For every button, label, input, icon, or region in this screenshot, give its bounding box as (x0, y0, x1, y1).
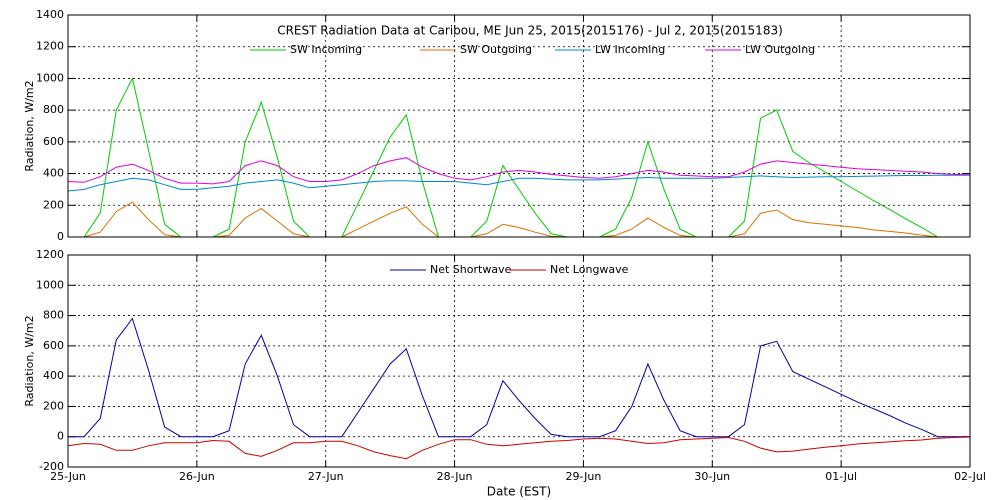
x-tick-label: 02-Jul (954, 470, 986, 483)
legend-label: LW Outgoing (745, 43, 815, 56)
data-line (68, 76, 970, 238)
y-axis-label: Radiation, W/m2 (23, 315, 36, 406)
plot-frame (67, 254, 971, 468)
x-tick-label: 25-Jun (50, 470, 86, 483)
y-tick-label: 1000 (36, 278, 64, 291)
y-tick-label: 1200 (36, 40, 64, 53)
y-tick-label: 200 (43, 198, 64, 211)
y-tick-label: 200 (43, 399, 64, 412)
y-tick-label: 0 (57, 430, 64, 443)
data-line (67, 157, 971, 185)
y-tick-label: 600 (43, 135, 64, 148)
y-tick-label: 600 (43, 339, 64, 352)
legend-label: SW Outgoing (460, 43, 532, 56)
x-tick-label: 01-Jul (825, 470, 857, 483)
data-line (68, 317, 970, 438)
data-line (68, 201, 970, 238)
x-tick-label: 30-Jun (694, 470, 730, 483)
plot-frame (67, 14, 971, 238)
y-tick-label: 800 (43, 309, 64, 322)
data-line (67, 174, 970, 192)
y-tick-label: -200 (39, 460, 64, 473)
y-tick-label: 1000 (36, 71, 64, 84)
y-tick-label: 1400 (36, 8, 64, 21)
y-tick-label: 0 (57, 230, 64, 243)
y-tick-label: 400 (43, 369, 64, 382)
chart-title: CREST Radiation Data at Caribou, ME Jun … (277, 24, 783, 38)
legend-label: Net Longwave (550, 263, 629, 276)
x-tick-label: 26-Jun (179, 470, 215, 483)
data-line (67, 436, 971, 460)
x-tick-label: 28-Jun (437, 470, 473, 483)
x-tick-label: 29-Jun (566, 470, 602, 483)
y-tick-label: 400 (43, 167, 64, 180)
legend-label: LW Incoming (595, 43, 665, 56)
y-tick-label: 800 (43, 103, 64, 116)
x-axis-label: Date (EST) (487, 485, 551, 499)
x-tick-label: 27-Jun (308, 470, 344, 483)
y-axis-label: Radiation, W/m2 (23, 80, 36, 171)
legend-label: SW Incoming (290, 43, 362, 56)
legend-label: Net Shortwave (430, 263, 512, 276)
y-tick-label: 1200 (36, 248, 64, 261)
